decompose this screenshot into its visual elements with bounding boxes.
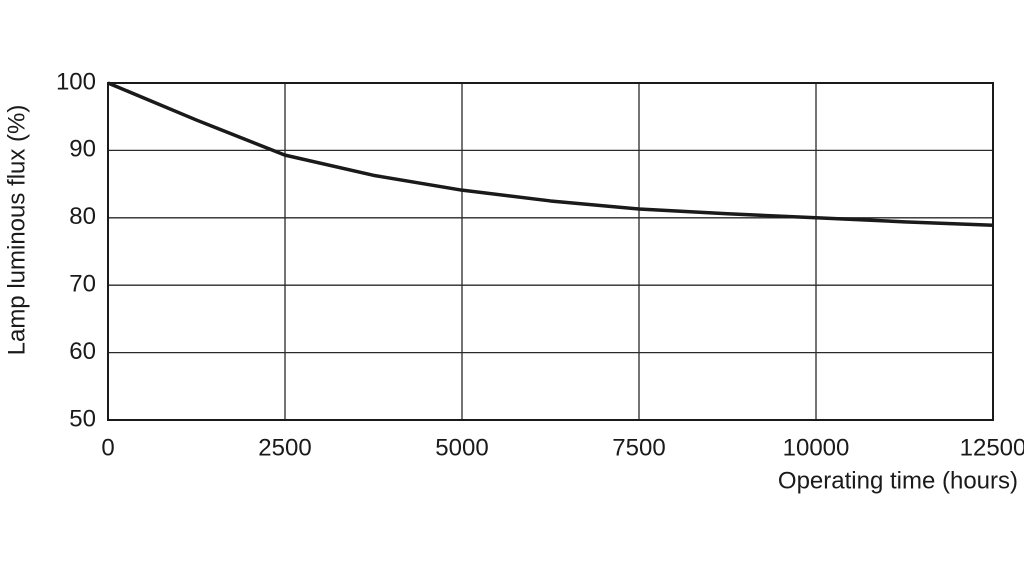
x-axis-label: Operating time (hours) xyxy=(778,467,1018,494)
y-axis-label: Lamp luminous flux (%) xyxy=(3,105,30,356)
x-tick-label: 5000 xyxy=(435,434,488,461)
x-tick-label: 10000 xyxy=(783,434,850,461)
x-tick-label: 0 xyxy=(101,434,114,461)
y-tick-label: 100 xyxy=(56,68,96,95)
x-tick-label: 12500 xyxy=(960,434,1024,461)
line xyxy=(107,81,994,227)
x-tick-label: 7500 xyxy=(612,434,665,461)
y-tick-label: 50 xyxy=(69,405,96,432)
x-tick-label: 2500 xyxy=(258,434,311,461)
y-tick-label: 90 xyxy=(69,136,96,163)
y-tick-label: 60 xyxy=(69,338,96,365)
y-tick-label: 70 xyxy=(69,271,96,298)
y-tick-label: 80 xyxy=(69,203,96,230)
plot-frame xyxy=(107,82,994,421)
